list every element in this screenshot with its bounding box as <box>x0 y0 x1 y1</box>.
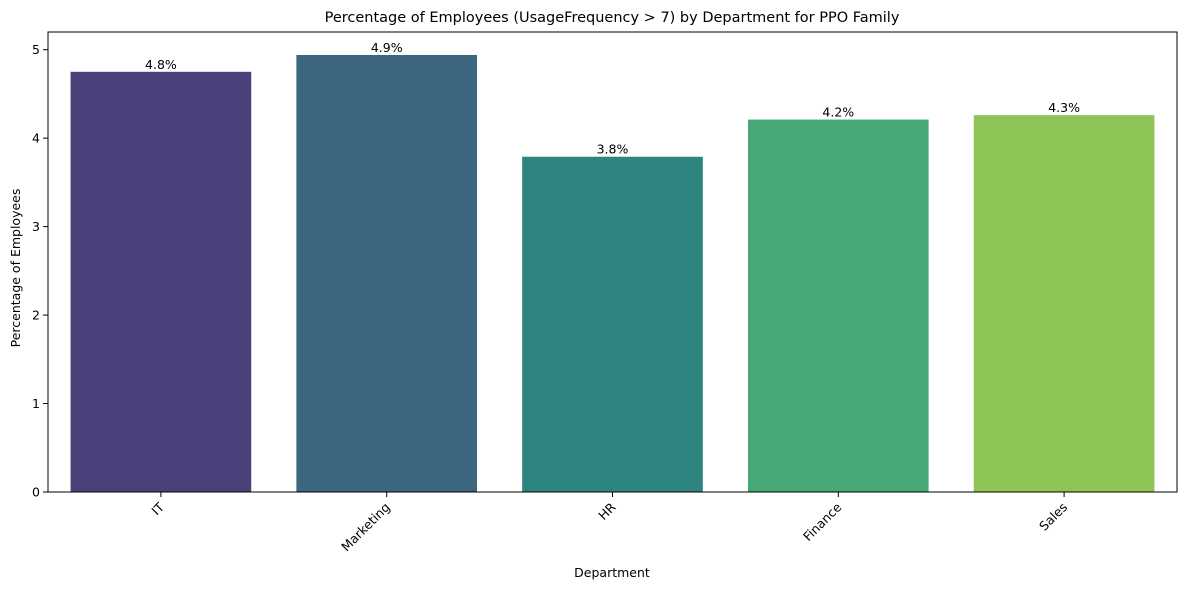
data-labels-group: 4.8% 4.9% 3.8% 4.2% 4.3% <box>145 40 1080 157</box>
bar-it <box>70 71 252 493</box>
y-axis-ticks: 0 1 2 3 4 5 <box>32 42 48 500</box>
data-label-marketing: 4.9% <box>371 40 403 55</box>
y-axis-label: Percentage of Employees <box>8 189 23 348</box>
bars-group <box>70 55 1155 493</box>
x-axis-label: Department <box>574 565 650 580</box>
bar-hr <box>522 156 703 492</box>
y-tick-label: 4 <box>32 131 40 146</box>
bar-marketing <box>296 55 478 492</box>
data-label-hr: 3.8% <box>597 142 629 157</box>
data-label-finance: 4.2% <box>822 105 854 120</box>
y-tick-label: 5 <box>32 42 40 57</box>
y-tick-label: 2 <box>32 308 40 323</box>
y-tick-label: 0 <box>32 485 40 500</box>
data-label-it: 4.8% <box>145 57 177 72</box>
plot-frame <box>47 31 1178 493</box>
y-tick-label: 3 <box>32 219 40 234</box>
chart-title: Percentage of Employees (UsageFrequency … <box>325 10 900 26</box>
data-label-sales: 4.3% <box>1048 100 1080 115</box>
bar-sales <box>973 115 1155 493</box>
bar-finance <box>747 119 929 493</box>
y-tick-label: 1 <box>32 396 40 411</box>
